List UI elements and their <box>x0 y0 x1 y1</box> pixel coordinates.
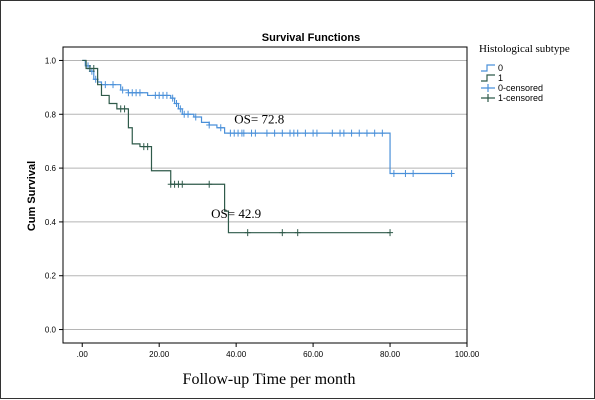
legend-swatch-0-censored <box>481 84 495 92</box>
series-layer <box>82 59 455 237</box>
chart-title: Survival Functions <box>262 32 360 44</box>
y-tick-label: 0.4 <box>45 218 57 227</box>
legend-label: 1-censored <box>498 93 543 103</box>
censor-mark-0 <box>348 129 355 137</box>
survival-line-1 <box>82 59 391 234</box>
y-tick-label: 0.8 <box>45 110 57 119</box>
x-tick-label: 20.00 <box>149 350 170 359</box>
censor-mark-0 <box>371 129 378 137</box>
censor-mark-1 <box>244 229 251 237</box>
censor-mark-1 <box>90 65 97 73</box>
censor-mark-0 <box>206 121 213 129</box>
censor-mark-0 <box>177 105 184 113</box>
censor-mark-1 <box>179 180 186 188</box>
censor-mark-0 <box>356 129 363 137</box>
x-tick-label: 80.00 <box>380 350 401 359</box>
censor-mark-0 <box>252 129 259 137</box>
legend-swatch-1-censored <box>481 94 495 102</box>
y-tick-label: 1.0 <box>45 56 57 65</box>
censor-mark-0 <box>363 129 370 137</box>
censor-mark-0 <box>110 81 117 89</box>
censor-mark-0 <box>102 81 109 89</box>
censor-mark-0 <box>136 89 143 97</box>
censor-mark-0 <box>217 124 224 132</box>
censor-mark-1 <box>206 180 213 188</box>
x-tick-label: 60.00 <box>303 350 324 359</box>
censor-mark-0 <box>302 129 309 137</box>
y-axis-label: Cum Survival <box>26 161 38 231</box>
censor-mark-0 <box>240 129 247 137</box>
censor-mark-0 <box>313 129 320 137</box>
legend-swatch-1 <box>481 74 495 82</box>
censor-mark-0 <box>173 100 180 108</box>
censor-mark-0 <box>340 129 347 137</box>
censor-mark-0 <box>294 129 301 137</box>
censor-mark-1 <box>144 143 151 151</box>
censor-mark-1 <box>279 229 286 237</box>
annotation-layer: OS= 72.8 OS= 42.9 <box>211 111 284 221</box>
censor-mark-0 <box>185 110 192 118</box>
censor-mark-0 <box>192 113 199 121</box>
os-annotation: OS= 42.9 <box>211 206 261 221</box>
censor-mark-0 <box>402 169 409 177</box>
censor-mark-0 <box>379 129 386 137</box>
censor-mark-0 <box>169 94 176 102</box>
censor-mark-0 <box>390 169 397 177</box>
censor-mark-0 <box>163 91 170 99</box>
y-tick-label: 0.0 <box>45 326 57 335</box>
x-tick-label: 40.00 <box>226 350 247 359</box>
legend-label: 1 <box>498 73 503 83</box>
legend-swatch-0 <box>481 64 495 72</box>
grid-lines <box>63 59 467 331</box>
censor-mark-1 <box>121 105 128 113</box>
x-tick-label: .00 <box>77 350 89 359</box>
legend-title: Histological subtype <box>479 43 570 55</box>
censor-mark-1 <box>387 229 394 237</box>
y-tick-label: 0.2 <box>45 272 57 281</box>
legend: Histological subtype 010-censored1-censor… <box>479 43 570 103</box>
censor-mark-0 <box>119 86 126 94</box>
censor-mark-0 <box>271 129 278 137</box>
legend-label: 0-censored <box>498 83 543 93</box>
legend-label: 0 <box>498 63 503 73</box>
censor-mark-0 <box>329 129 336 137</box>
censor-mark-0 <box>263 129 270 137</box>
x-tick-label: 100.00 <box>455 350 480 359</box>
censor-mark-0 <box>410 169 417 177</box>
plot-area-border <box>62 46 468 344</box>
censor-mark-0 <box>448 169 455 177</box>
x-axis-label: Follow-up Time per month <box>183 371 356 388</box>
censor-mark-0 <box>279 129 286 137</box>
os-annotation: OS= 72.8 <box>234 111 284 126</box>
y-tick-label: 0.6 <box>45 164 57 173</box>
censor-mark-1 <box>294 229 301 237</box>
axes: 0.0 0.2 0.4 0.6 0.8 1.0 .00 20.00 40.00 60.00 80.0… <box>45 46 480 359</box>
